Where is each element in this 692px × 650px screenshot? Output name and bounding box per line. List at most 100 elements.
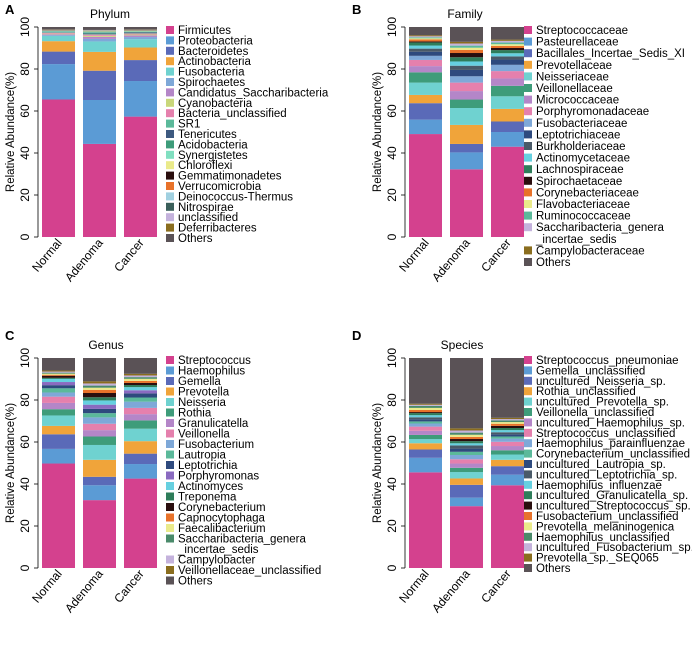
- legend-label-neisseriaceae: Neisseriaceae: [536, 71, 609, 83]
- legend-swatch-haemophilus: [166, 366, 174, 375]
- legend-label-spirochaetaceae: Spirochaetaceae: [536, 176, 622, 188]
- legend-label-lachnospiraceae: Lachnospiraceae: [536, 164, 624, 176]
- legend-swatch-actinomyces: [166, 482, 174, 490]
- bar-segment-leptotrichia: [124, 393, 157, 398]
- bar-segment-spirochaetes: [83, 38, 116, 42]
- bar-segment-uncultured-lautropia-sp: [491, 434, 524, 437]
- legend-label-others: Others: [178, 576, 213, 588]
- bar-segment-prevotella-melaninogenica: [450, 434, 483, 437]
- y-axis-label: Relative Abundance(%): [5, 72, 17, 192]
- bar-segment-candidatus-saccharibacteria: [124, 35, 157, 38]
- bar-segment-pasteurellaceae: [409, 119, 442, 135]
- bar-segment-prevotella-melaninogenica: [491, 422, 524, 424]
- legend-label-uncultured-granulicatella-sp: uncultured_Granulicatella_sp.: [536, 490, 688, 502]
- bar-segment-bacteroidetes: [83, 70, 116, 100]
- bar-segment-gemella: [124, 453, 157, 465]
- legend-swatch-uncultured-prevotella-sp: [524, 397, 532, 406]
- legend-swatch-faecalibacterium: [166, 524, 174, 532]
- bar-segment-fusobacterium-unclassified: [491, 423, 524, 426]
- y-tick-label: 60: [385, 435, 399, 449]
- panel-title: Phylum: [90, 7, 130, 21]
- bar-segment-proteobacteria: [124, 81, 157, 117]
- bar-segment-fusobacteria: [124, 39, 157, 48]
- bar-segment-uncultured-neisseria-sp: [450, 484, 483, 498]
- legend-swatch-saccharibacteria-genera-incertae-sedis: [524, 223, 532, 232]
- bar-segment-bacillales-incertae-sedis-xi: [491, 121, 524, 132]
- bar-segment-acidobacteria: [83, 32, 116, 33]
- bar-segment-actinobacteria: [42, 41, 75, 52]
- legend-label-fusobacteriaceae: Fusobacteriaceae: [536, 118, 627, 130]
- bar-segment-haemophilus-unclassified: [450, 432, 483, 435]
- bar-segment-gemella-unclassified: [450, 497, 483, 507]
- bar-segment-granulicatella: [83, 430, 116, 437]
- bar-segment-uncultured-neisseria-sp: [409, 449, 442, 458]
- legend-label-faecalibacterium: Faecalibacterium: [178, 523, 266, 535]
- legend-label-gemella: Gemella: [178, 376, 221, 388]
- bar-segment-actinomycetaceae: [409, 45, 442, 49]
- bar-segment-rothia: [124, 420, 157, 429]
- bar-segment-porphyromonas: [42, 382, 75, 386]
- legend-label-saccharibacteria-genera-incertae-sedis-cont: _incertae_sedis: [535, 234, 617, 246]
- bar-segment-flavobacteriaceae: [491, 44, 524, 46]
- bar-segment-saccharibacteria-genera-incertae-sedis: [83, 385, 116, 388]
- bar-segment-proteobacteria: [83, 99, 116, 144]
- bar-segment-prevotella-sp-seq065: [409, 403, 442, 405]
- bar-segment-gemella: [83, 476, 116, 486]
- legend-swatch-leptotrichia: [166, 461, 174, 469]
- bar-segment-others: [409, 27, 442, 36]
- legend-label-cyanobacteria: Cyanobacteria: [178, 98, 253, 110]
- legend-swatch-fusobacterium-unclassified: [524, 512, 532, 520]
- legend-label-veillonellaceae-unclassified: Veillonellaceae_unclassified: [178, 565, 321, 577]
- legend-label-veillonellaceae: Veillonellaceae: [536, 83, 613, 95]
- x-tick-label-adenoma: Adenoma: [429, 567, 473, 616]
- bar-segment-pasteurellaceae: [491, 132, 524, 147]
- bar-segment-veillonellaceae: [450, 99, 483, 108]
- legend-label-haemophilus-parainfluenzae: Haemophilus_parainfluenzae: [536, 438, 685, 450]
- bar-segment-haemophilus-influenzae: [450, 443, 483, 446]
- bar-segment-fusobacteriaceae: [409, 55, 442, 60]
- legend-label-haemophilus-influenzae: Haemophilus_influenzae: [536, 480, 662, 492]
- legend-label-sr1: SR1: [178, 119, 200, 131]
- bar-segment-saccharibacteria-genera-incertae-sedis: [491, 40, 524, 43]
- y-tick-label: 60: [18, 104, 32, 118]
- bar-segment-uncultured-prevotella-sp: [409, 439, 442, 444]
- bar-segment-uncultured-leptotrichia-sp: [491, 432, 524, 435]
- bar-segment-others: [491, 27, 524, 40]
- bar-segment-leptotrichiaceae: [409, 51, 442, 56]
- bar-segment-haemophilus: [124, 464, 157, 479]
- bar-segment-treponema: [83, 397, 116, 401]
- legend-swatch-porphyromonas: [166, 471, 174, 480]
- bar-segment-neisseria: [42, 415, 75, 426]
- bar-segment-haemophilus-influenzae: [491, 430, 524, 433]
- panel-letter: B: [352, 2, 361, 17]
- bar-segment-flavobacteriaceae: [450, 47, 483, 50]
- bar-segment-veillonellaceae-unclassified: [83, 381, 116, 384]
- bar-segment-capnocytophaga: [83, 389, 116, 393]
- legend-swatch-others: [166, 576, 174, 585]
- bar-segment-gemella-unclassified: [409, 457, 442, 473]
- bar-segment-haemophilus-parainfluenzae: [491, 438, 524, 442]
- bar-segment-actinomycetaceae: [491, 53, 524, 57]
- bar-segment-streptococcus: [83, 500, 116, 568]
- legend-label-uncultured-fusobacterium-sp: uncultured_Fusobacterium_sp.: [536, 542, 692, 554]
- legend-label-haemophilus: Haemophilus: [178, 366, 245, 378]
- y-tick-label: 40: [385, 146, 399, 160]
- bar-segment-saccharibacteria-genera-incertae-sedis: [409, 36, 442, 38]
- bar-segment-gemella: [42, 434, 75, 449]
- bar-segment-actinobacteria: [124, 47, 157, 61]
- bar-segment-bacteria-unclassified: [42, 32, 75, 34]
- legend-swatch-fusobacteriaceae: [524, 118, 532, 127]
- bar-segment-haemophilus: [83, 485, 116, 501]
- bar-segment-corynebacterium: [124, 382, 157, 386]
- bar-segment-campylobacter: [42, 371, 75, 373]
- bar-segment-others: [124, 27, 157, 30]
- y-tick-label: 0: [18, 564, 32, 571]
- legend-label-rothia-unclassified: Rothia_unclassified: [536, 386, 636, 398]
- bar-segment-others: [83, 27, 116, 30]
- bar-segment-candidatus-saccharibacteria: [42, 34, 75, 36]
- legend-swatch-bacteria-unclassified: [166, 109, 174, 118]
- bar-segment-others: [450, 358, 483, 429]
- bar-segment-ruminococcaceae: [450, 45, 483, 48]
- legend-swatch-rothia: [166, 408, 174, 417]
- bar-segment-rothia-unclassified: [491, 459, 524, 467]
